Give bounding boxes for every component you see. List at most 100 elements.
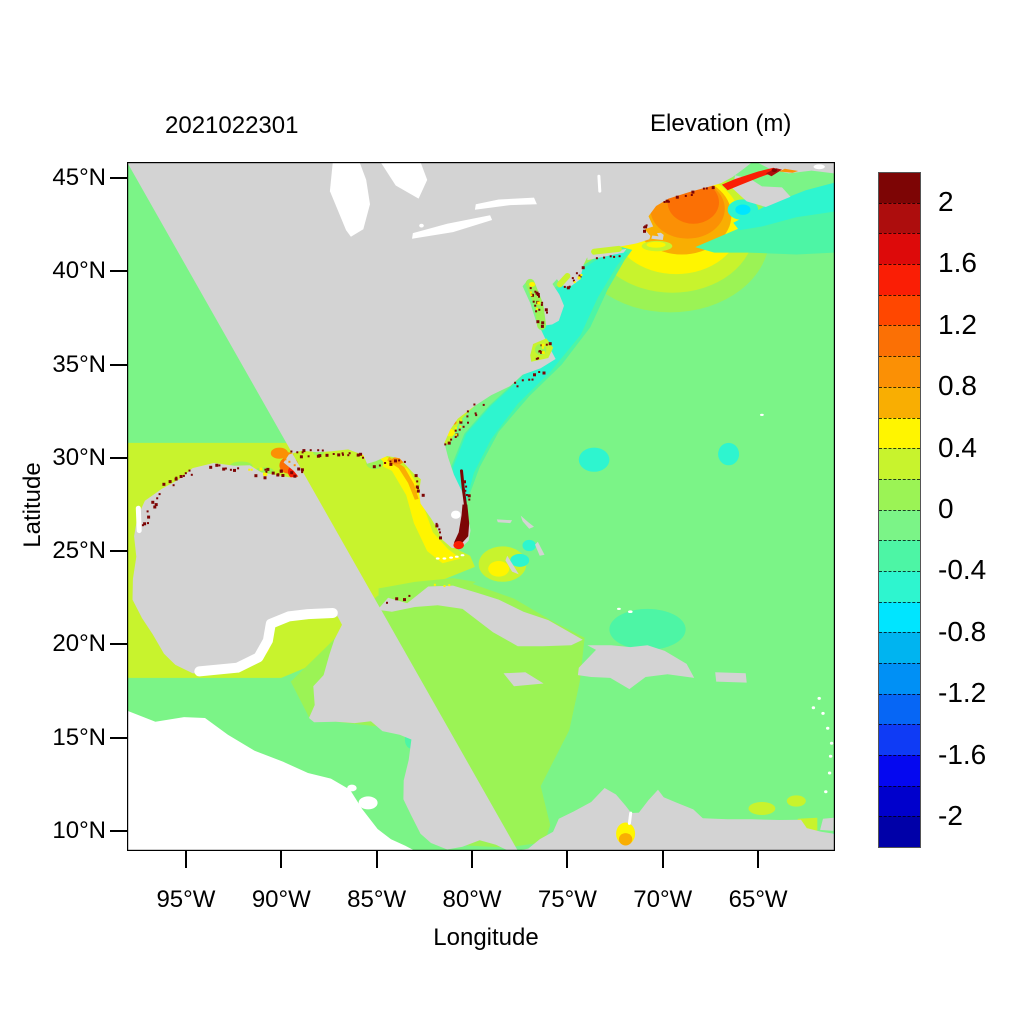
map-frame: [127, 162, 835, 851]
lake-nicaragua: [358, 796, 378, 810]
y-tick: [110, 270, 127, 273]
x-tick: [280, 851, 283, 868]
region-se-shelf: [453, 248, 628, 509]
island-florida-keys: [435, 557, 440, 560]
x-axis-title: Longitude: [433, 924, 539, 951]
x-tick-label: 90°W: [251, 886, 311, 913]
x-tick: [375, 851, 378, 868]
y-tick-label: 45°N: [52, 164, 106, 192]
region-sfl-max: [453, 504, 470, 544]
island-lesser-antilles: [817, 696, 821, 700]
no-data-campeche-band: [194, 608, 338, 677]
region-bahama-high: [488, 561, 510, 577]
colorbar-segment--0.8--0.6: [879, 601, 920, 633]
colorbar-segment-0.8-1: [879, 356, 920, 387]
y-tick-label: 10°N: [52, 816, 106, 844]
x-tick: [661, 851, 664, 868]
island-florida-keys: [442, 557, 447, 560]
colorbar-segment-0.2-0.4: [879, 448, 920, 479]
region-oval-west: [578, 447, 610, 472]
y-tick-label: 15°N: [52, 723, 106, 751]
region-chesapeake: [525, 278, 547, 330]
colorbar-tick-label: -1.6: [938, 738, 987, 770]
colorbar-tick-label: -2: [938, 800, 963, 832]
region-ns-cyan: [735, 204, 751, 215]
colorbar-segment--1.6--1.4: [879, 724, 920, 756]
x-tick-label: 75°W: [537, 886, 597, 913]
plot-date-title: 2021022301: [165, 112, 299, 139]
y-tick-label: 20°N: [52, 630, 106, 658]
speckles-max-elevation: [254, 467, 304, 480]
speckles-max-elevation: [643, 224, 648, 233]
speckles-max-elevation: [535, 291, 548, 314]
y-tick: [110, 363, 127, 366]
region-indian-river: [460, 469, 467, 506]
x-tick-label: 65°W: [728, 886, 788, 913]
region-venezuela-patch1: [748, 802, 776, 815]
colorbar-segment--0.2-0: [879, 509, 920, 541]
x-tick-label: 95°W: [156, 886, 216, 913]
region-fundy: [721, 167, 780, 191]
island-lesser-antilles: [824, 790, 828, 794]
colorbar-segment--2--1.8: [879, 785, 920, 817]
island-lesser-antilles: [828, 754, 833, 758]
lake-bras-dor: [813, 164, 825, 170]
colorbar-segment--1.4--1.2: [879, 693, 920, 725]
x-tick: [471, 851, 474, 868]
region-nantucket-high: [646, 241, 666, 248]
y-tick: [110, 643, 127, 646]
speckles-max-elevation: [290, 449, 329, 459]
land-jamaica: [503, 672, 544, 687]
y-tick: [110, 550, 127, 553]
x-tick: [184, 851, 187, 868]
speckles-estuary: [454, 419, 463, 436]
land-trinidad: [820, 817, 834, 831]
x-tick: [757, 851, 760, 868]
no-data-pacific: [127, 710, 415, 851]
colorbar-tick-label: -1.2: [938, 677, 987, 709]
speckles-estuary: [529, 291, 541, 310]
colorbar-tick-label: 1.2: [938, 308, 977, 340]
region-wfl-nearshore: [387, 456, 419, 500]
region-bahama-low2: [522, 539, 536, 552]
region-venezuela-patch2: [786, 795, 806, 807]
colorbar-segment-2-2.2: [879, 173, 920, 203]
speckles-max-elevation: [162, 469, 193, 487]
no-data-laguna-madre: [135, 505, 142, 534]
land-continent: [127, 162, 834, 851]
colorbar-tick-label: -0.4: [938, 554, 987, 586]
colorbar-segment--1--0.8: [879, 632, 920, 663]
speckles-max-elevation: [563, 266, 585, 290]
land-andros: [505, 555, 519, 575]
colorbar-segment--0.6--0.4: [879, 570, 920, 602]
region-fundy-max: [771, 168, 777, 173]
colorbar: [878, 172, 921, 848]
land-cape-cod: [651, 232, 664, 240]
x-tick: [566, 851, 569, 868]
colorbar-segment--2.2--2: [879, 816, 920, 848]
colorbar-segment-1.4-1.6: [879, 264, 920, 295]
lake-champlain: [597, 174, 602, 193]
island-bermuda: [760, 413, 764, 416]
island-lesser-antilles: [829, 741, 834, 745]
region-wfl-shelf: [357, 450, 461, 564]
colorbar-segment-0.4-0.6: [879, 417, 920, 449]
region-scotian-inner: [733, 182, 834, 231]
colorbar-segment-0-0.2: [879, 478, 920, 510]
island-lesser-antilles: [811, 706, 816, 710]
speckles-estuary: [541, 343, 545, 355]
contour-map: [127, 162, 835, 851]
colorbar-segment-1.2-1.4: [879, 294, 920, 326]
speckles-max-elevation: [386, 594, 411, 604]
colorbar-segment--1.2--1: [879, 663, 920, 694]
colorbar-tick-label: 0: [938, 493, 954, 524]
land-eleuthera: [535, 541, 545, 556]
island-lesser-antilles: [827, 771, 832, 775]
colorbar-tick-label: 1.6: [938, 247, 977, 279]
land-grand-bahama: [496, 519, 513, 524]
region-maracaibo-south: [618, 833, 633, 846]
island-florida-keys: [454, 555, 459, 558]
speckles-estuary: [573, 274, 583, 284]
land-nova-scotia: [732, 175, 791, 207]
